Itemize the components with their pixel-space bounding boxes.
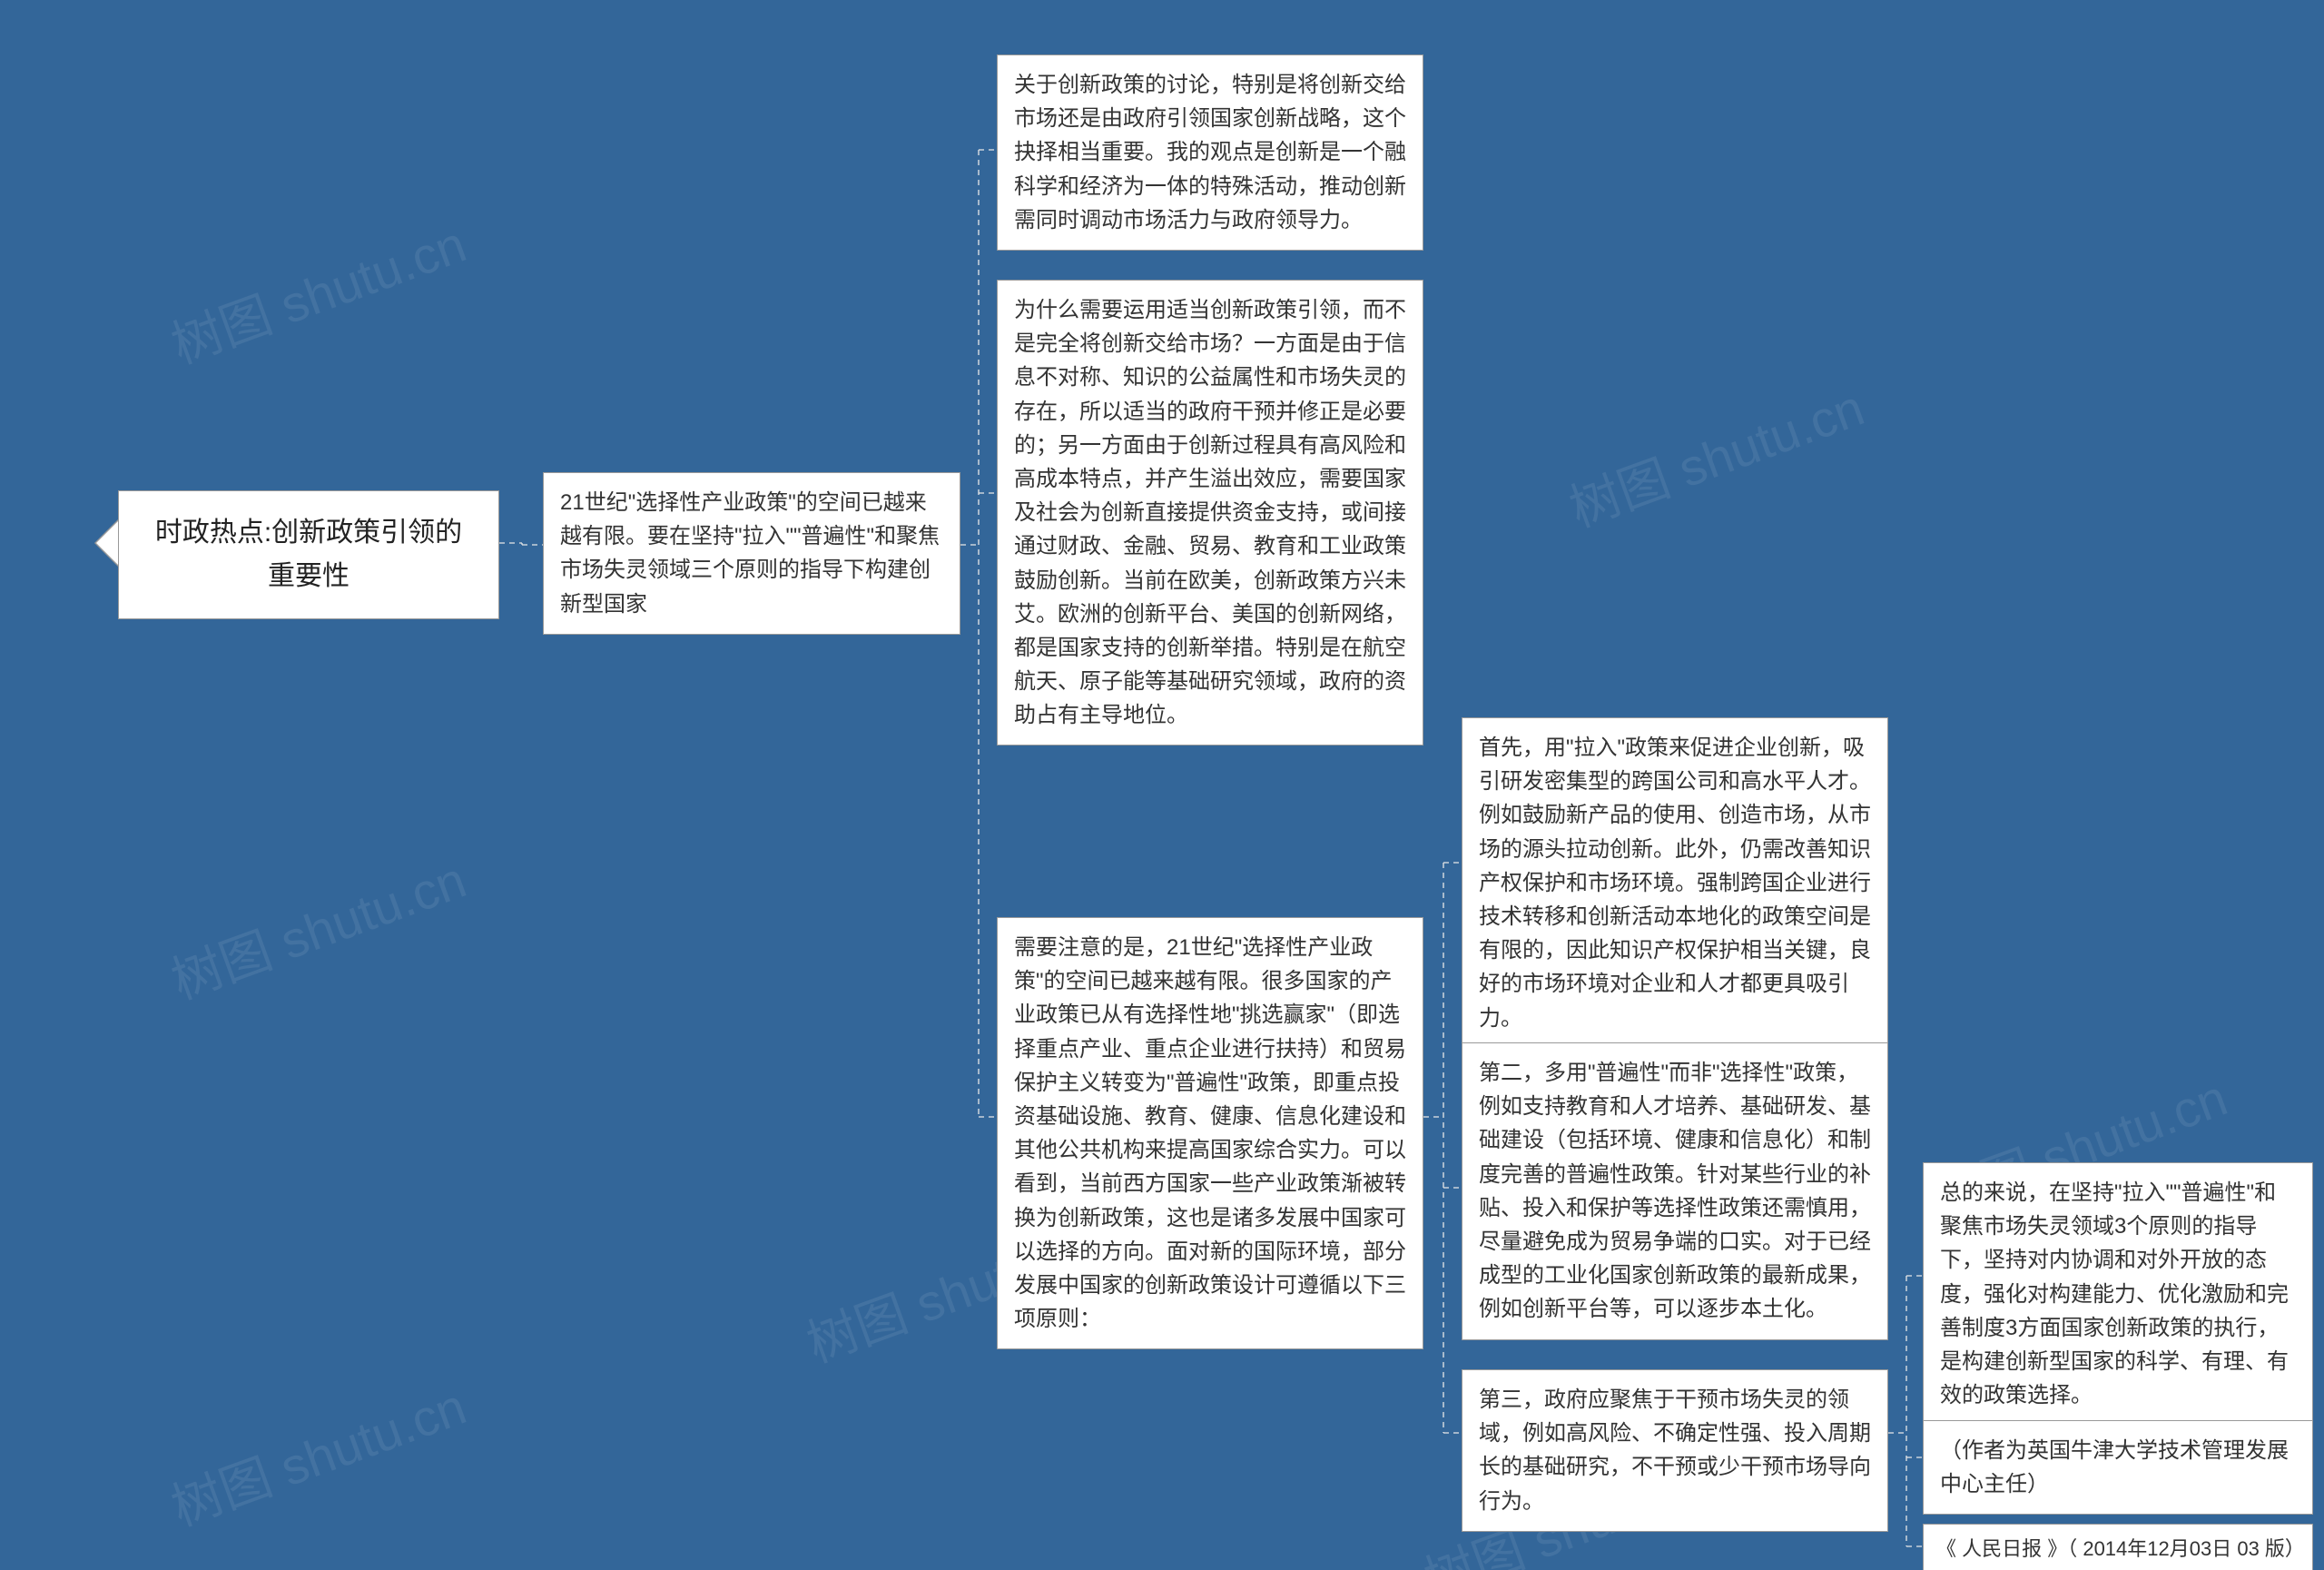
node-l2a-text: 关于创新政策的讨论，特别是将创新交给市场还是由政府引领国家创新战略，这个抉择相当… (1014, 73, 1406, 232)
node-l3c[interactable]: 第三，政府应聚焦于干预市场失灵的领域，例如高风险、不确定性强、投入周期长的基础研… (1462, 1369, 1888, 1532)
root-node[interactable]: 时政热点:创新政策引领的 重要性 (118, 490, 499, 619)
node-l4a[interactable]: 总的来说，在坚持"拉入""普遍性"和聚焦市场失灵领域3个原则的指导下，坚持对内协… (1923, 1162, 2313, 1426)
root-text: 时政热点:创新政策引领的 重要性 (155, 518, 462, 591)
watermark: 树图 shutu.cn (160, 1366, 475, 1540)
node-l2c-text: 需要注意的是，21世纪"选择性产业政策"的空间已越来越有限。很多国家的产业政策已… (1014, 935, 1406, 1331)
node-l1-text: 21世纪"选择性产业政策"的空间已越来越有限。要在坚持"拉入""普遍性"和聚焦市… (560, 490, 940, 617)
node-l3b-text: 第二，多用"普遍性"而非"选择性"政策，例如支持教育和人才培养、基础研发、基础建… (1479, 1061, 1871, 1321)
node-l4c-text: 《 人民日报 》（ 2014年12月03日 03 版） (1936, 1537, 2305, 1560)
node-l4c[interactable]: 《 人民日报 》（ 2014年12月03日 03 版） (1923, 1524, 2313, 1570)
watermark: 树图 shutu.cn (1558, 367, 1873, 541)
node-l3b[interactable]: 第二，多用"普遍性"而非"选择性"政策，例如支持教育和人才培养、基础研发、基础建… (1462, 1042, 1888, 1340)
root-tab (96, 519, 120, 567)
node-l4b-text: （作者为英国牛津大学技术管理发展中心主任） (1940, 1438, 2289, 1496)
node-l4a-text: 总的来说，在坚持"拉入""普遍性"和聚焦市场失灵领域3个原则的指导下，坚持对内协… (1940, 1180, 2289, 1407)
node-l3a[interactable]: 首先，用"拉入"政策来促进企业创新，吸引研发密集型的跨国公司和高水平人才。例如鼓… (1462, 717, 1888, 1049)
node-l3c-text: 第三，政府应聚焦于干预市场失灵的领域，例如高风险、不确定性强、投入周期长的基础研… (1479, 1387, 1871, 1514)
watermark: 树图 shutu.cn (160, 839, 475, 1013)
node-l4b[interactable]: （作者为英国牛津大学技术管理发展中心主任） (1923, 1420, 2313, 1515)
node-l3a-text: 首先，用"拉入"政策来促进企业创新，吸引研发密集型的跨国公司和高水平人才。例如鼓… (1479, 736, 1871, 1031)
node-l2b[interactable]: 为什么需要运用适当创新政策引领，而不是完全将创新交给市场？一方面是由于信息不对称… (997, 280, 1423, 746)
watermark: 树图 shutu.cn (160, 203, 475, 378)
node-l2b-text: 为什么需要运用适当创新政策引领，而不是完全将创新交给市场？一方面是由于信息不对称… (1014, 298, 1406, 727)
node-l1[interactable]: 21世纪"选择性产业政策"的空间已越来越有限。要在坚持"拉入""普遍性"和聚焦市… (543, 472, 960, 635)
node-l2a[interactable]: 关于创新政策的讨论，特别是将创新交给市场还是由政府引领国家创新战略，这个抉择相当… (997, 54, 1423, 251)
node-l2c[interactable]: 需要注意的是，21世纪"选择性产业政策"的空间已越来越有限。很多国家的产业政策已… (997, 917, 1423, 1349)
